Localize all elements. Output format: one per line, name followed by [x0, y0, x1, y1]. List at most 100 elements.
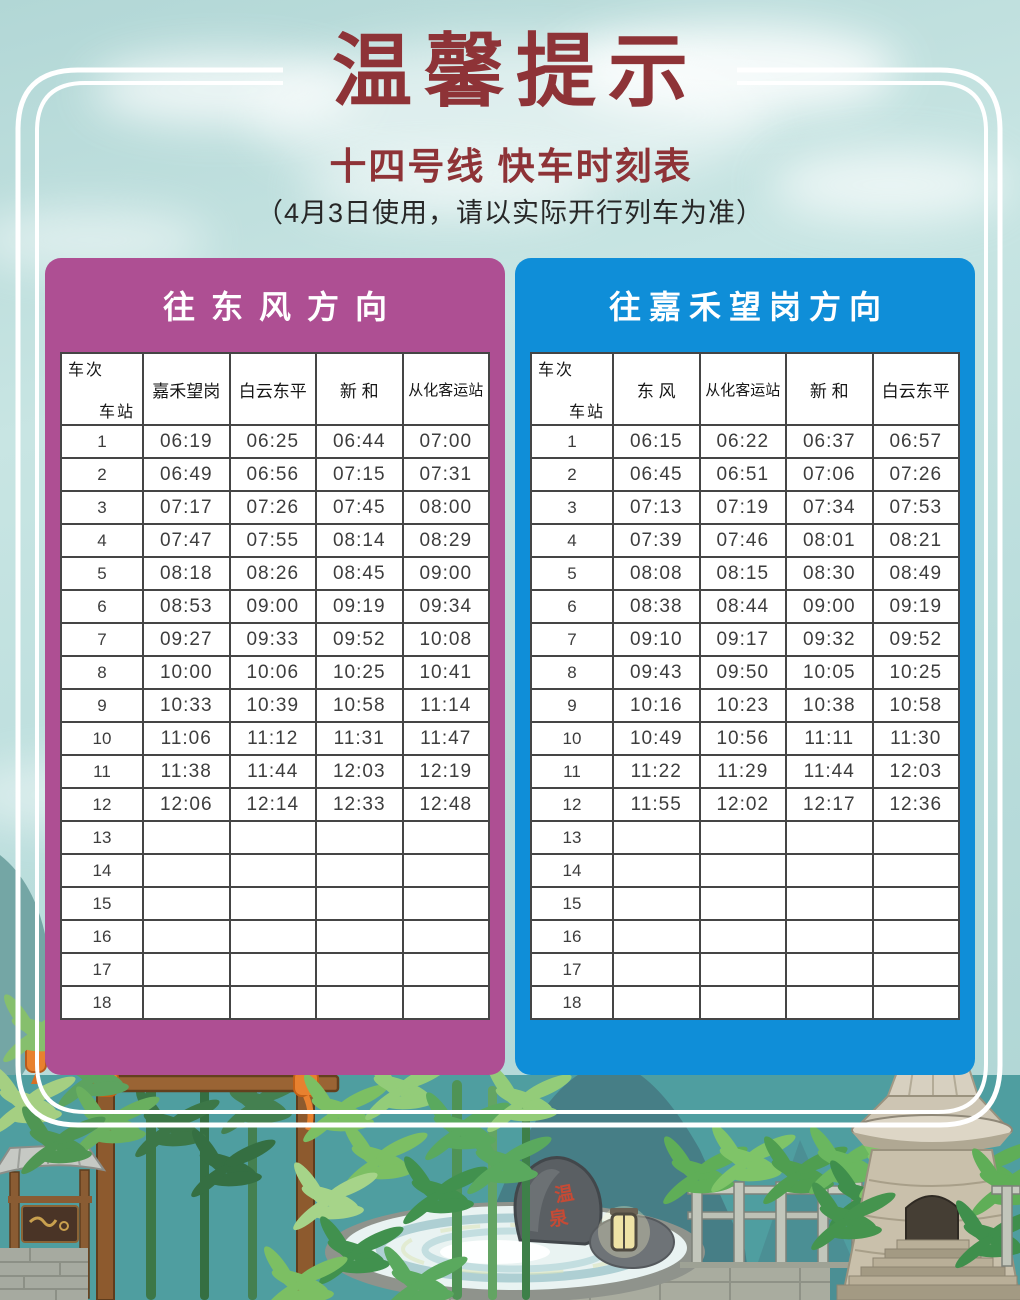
timetable-row: 4 07:47 07:55 08:14 08:29	[60, 523, 490, 558]
train-number-cell: 1	[530, 424, 614, 459]
timetable-row: 9 10:33 10:39 10:58 11:14	[60, 688, 490, 723]
time-cell: 07:53	[871, 490, 960, 525]
timetable-row: 15	[530, 886, 960, 921]
train-number-cell: 9	[60, 688, 144, 723]
corner-cell: 车站 车次	[530, 352, 614, 426]
time-cell: 10:23	[698, 688, 787, 723]
timetable-row: 5 08:08 08:15 08:30 08:49	[530, 556, 960, 591]
time-cell	[698, 820, 787, 855]
train-number-cell: 15	[60, 886, 144, 921]
time-cell	[612, 820, 701, 855]
station-column-header: 白云东平	[228, 352, 317, 426]
time-cell: 09:19	[315, 589, 404, 624]
time-cell: 08:08	[612, 556, 701, 591]
inscribed-rock: 温 泉	[513, 1156, 675, 1269]
timetable-row: 12 11:55 12:02 12:17 12:36	[530, 787, 960, 822]
time-cell	[612, 985, 701, 1020]
time-cell: 09:17	[698, 622, 787, 657]
station-column-header: 从化客运站	[401, 352, 490, 426]
timetable-row: 3 07:13 07:19 07:34 07:53	[530, 490, 960, 525]
time-cell	[228, 919, 317, 954]
time-cell: 11:06	[142, 721, 231, 756]
timetable-row: 18	[530, 985, 960, 1020]
train-number-cell: 17	[60, 952, 144, 987]
time-cell: 07:46	[698, 523, 787, 558]
time-cell: 12:03	[871, 754, 960, 789]
time-cell: 06:57	[871, 424, 960, 459]
train-number-cell: 18	[530, 985, 614, 1020]
time-cell: 07:39	[612, 523, 701, 558]
time-cell: 09:43	[612, 655, 701, 690]
time-cell: 06:25	[228, 424, 317, 459]
train-number-cell: 7	[530, 622, 614, 657]
train-number-cell: 13	[530, 820, 614, 855]
train-number-cell: 6	[60, 589, 144, 624]
panel-to-dongfeng: 往东风方向 车站 车次 嘉禾望岗 白云东平新 和从化客运站 1 06:19 06:25…	[45, 258, 505, 1075]
train-number-cell: 5	[530, 556, 614, 591]
panel-to-jiahewanggang: 往嘉禾望岗方向 车站 车次 东 风从化客运站新 和白云东平 1 06:15 06:2…	[515, 258, 975, 1075]
timetable-row: 6 08:38 08:44 09:00 09:19	[530, 589, 960, 624]
timetable-row: 17	[60, 952, 490, 987]
timetable-to-dongfeng: 车站 车次 嘉禾望岗 白云东平新 和从化客运站 1 06:19 06:25 06:44 0…	[60, 352, 490, 1020]
time-cell	[785, 919, 874, 954]
time-cell	[698, 853, 787, 888]
corner-station-label: 车站	[568, 404, 605, 421]
time-cell	[315, 919, 404, 954]
time-cell	[228, 952, 317, 987]
time-cell	[698, 952, 787, 987]
time-cell: 07:47	[142, 523, 231, 558]
station-column-header: 嘉禾望岗	[142, 352, 231, 426]
time-cell: 12:02	[698, 787, 787, 822]
time-cell: 06:15	[612, 424, 701, 459]
time-cell: 07:55	[228, 523, 317, 558]
time-cell: 08:21	[871, 523, 960, 558]
time-cell: 12:48	[401, 787, 490, 822]
time-cell: 10:38	[785, 688, 874, 723]
time-cell: 07:15	[315, 457, 404, 492]
train-number-cell: 14	[530, 853, 614, 888]
time-cell: 10:41	[401, 655, 490, 690]
time-cell: 10:06	[228, 655, 317, 690]
station-column-header: 东 风	[612, 352, 701, 426]
time-cell: 07:00	[401, 424, 490, 459]
train-number-cell: 10	[530, 721, 614, 756]
time-cell	[228, 853, 317, 888]
time-cell: 09:10	[612, 622, 701, 657]
time-cell: 10:25	[871, 655, 960, 690]
time-cell: 09:52	[315, 622, 404, 657]
corner-train-label: 车次	[68, 362, 105, 379]
rock-inscription-char: 泉	[547, 1205, 571, 1231]
train-number-cell: 7	[60, 622, 144, 657]
time-cell: 08:44	[698, 589, 787, 624]
time-cell	[612, 952, 701, 987]
time-cell: 10:00	[142, 655, 231, 690]
timetable-row: 17	[530, 952, 960, 987]
time-cell: 10:08	[401, 622, 490, 657]
time-cell: 10:05	[785, 655, 874, 690]
time-cell: 09:00	[785, 589, 874, 624]
time-cell: 09:19	[871, 589, 960, 624]
time-cell	[142, 985, 231, 1020]
train-number-cell: 5	[60, 556, 144, 591]
train-number-cell: 14	[60, 853, 144, 888]
time-cell	[401, 952, 490, 987]
timetable-row: 2 06:45 06:51 07:06 07:26	[530, 457, 960, 492]
time-cell: 10:16	[612, 688, 701, 723]
time-cell: 08:14	[315, 523, 404, 558]
timetable-row: 13	[530, 820, 960, 855]
time-cell: 11:44	[228, 754, 317, 789]
time-cell	[785, 886, 874, 921]
train-number-cell: 3	[530, 490, 614, 525]
poster-note: （4月3日使用，请以实际开行列车为准）	[255, 198, 765, 228]
time-cell: 09:33	[228, 622, 317, 657]
time-cell: 07:13	[612, 490, 701, 525]
time-cell	[785, 820, 874, 855]
time-cell	[401, 820, 490, 855]
time-cell	[612, 886, 701, 921]
time-cell: 07:34	[785, 490, 874, 525]
time-cell: 10:39	[228, 688, 317, 723]
time-cell: 10:56	[698, 721, 787, 756]
time-cell: 08:26	[228, 556, 317, 591]
time-cell: 12:36	[871, 787, 960, 822]
